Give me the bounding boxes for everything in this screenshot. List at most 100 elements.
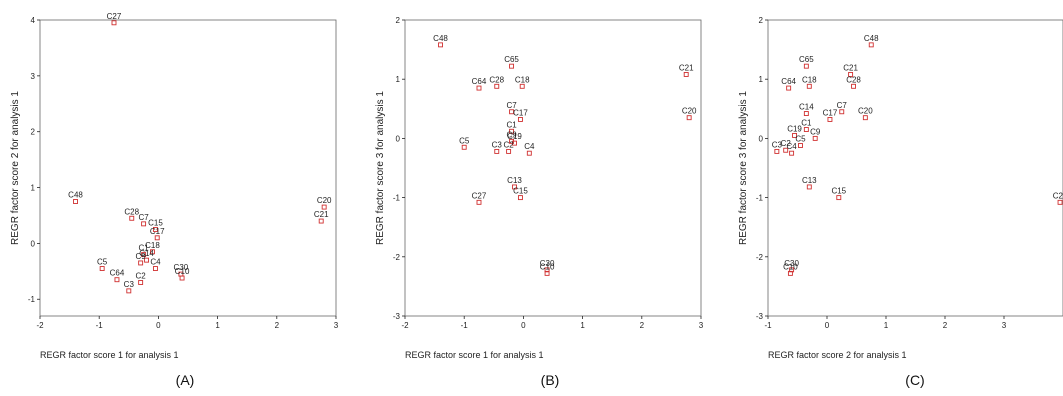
data-point-c28	[851, 83, 856, 89]
panel-caption: (B)	[541, 372, 560, 388]
y-tick-label: -1	[28, 295, 36, 304]
point-label-c5: C5	[97, 258, 108, 267]
y-tick-label: 2	[396, 16, 401, 25]
point-label-c5: C5	[459, 136, 470, 145]
point-label-c15: C15	[148, 218, 163, 227]
point-label-c28: C28	[846, 75, 861, 84]
x-tick-label: 1	[215, 321, 220, 330]
data-point-c48	[73, 199, 78, 204]
point-label-c10: C10	[175, 267, 190, 276]
data-point-c17	[827, 117, 833, 122]
x-tick-label: 2	[943, 321, 948, 330]
x-tick-label: 0	[825, 321, 830, 330]
data-point-c17	[154, 235, 160, 241]
data-point-c18	[150, 249, 155, 255]
y-tick-label: 0	[31, 239, 36, 248]
point-label-c64: C64	[781, 77, 796, 86]
y-tick-label: -3	[756, 312, 764, 321]
y-tick-label: 2	[759, 16, 764, 25]
point-label-c20: C20	[317, 196, 332, 205]
data-point-c10	[179, 275, 185, 281]
point-label-c9: C9	[810, 127, 821, 136]
point-label-c7: C7	[138, 213, 149, 222]
point-label-c17: C17	[150, 227, 165, 236]
x-axis-title: REGR factor score 1 for analysis 1	[405, 350, 544, 360]
point-label-c14: C14	[799, 103, 814, 112]
x-axis-title: REGR factor score 1 for analysis 1	[40, 350, 179, 360]
x-tick-label: -1	[461, 321, 469, 330]
point-label-c9: C9	[506, 130, 517, 139]
x-tick-label: -2	[401, 321, 409, 330]
y-tick-label: 4	[31, 16, 36, 25]
x-tick-label: -1	[764, 321, 772, 330]
point-label-c20: C20	[858, 107, 873, 116]
plot-frame	[767, 19, 1063, 317]
point-label-c5: C5	[795, 135, 806, 144]
x-tick-label: 0	[521, 321, 526, 330]
point-label-c65: C65	[799, 55, 814, 64]
data-point-c10	[544, 270, 550, 276]
point-label-c13: C13	[802, 176, 817, 185]
data-point-c27	[1057, 199, 1063, 205]
point-label-c28: C28	[489, 75, 504, 84]
y-tick-label: 1	[396, 75, 401, 84]
data-point-c7	[509, 109, 515, 115]
point-label-c13: C13	[507, 176, 522, 185]
point-label-c18: C18	[145, 241, 160, 250]
point-label-c30: C30	[540, 259, 555, 268]
point-label-c48: C48	[68, 191, 83, 200]
data-point-c2	[138, 280, 144, 285]
y-axis-title: REGR factor score 2 for analysis 1	[10, 91, 21, 245]
point-label-c18: C18	[802, 75, 817, 84]
data-point-c28	[494, 83, 500, 89]
data-point-c9	[138, 260, 144, 266]
data-point-c5	[461, 144, 467, 150]
point-label-c30: C30	[174, 263, 189, 272]
data-point-c1	[803, 127, 809, 132]
data-point-c20	[686, 115, 692, 121]
data-point-c7	[141, 221, 147, 227]
point-label-c30: C30	[784, 259, 799, 268]
data-point-c3	[494, 148, 500, 154]
data-point-c7	[839, 109, 845, 115]
x-axis-title: REGR factor score 2 for analysis 1	[768, 350, 907, 360]
point-label-c28: C28	[124, 207, 139, 216]
y-tick-label: 3	[31, 72, 36, 81]
data-point-c1	[141, 252, 147, 258]
y-tick-label: 1	[31, 184, 36, 193]
panel-caption: (A)	[176, 372, 195, 388]
data-point-c13	[806, 184, 812, 190]
point-label-c27: C27	[472, 191, 487, 200]
point-label-c18: C18	[515, 75, 530, 84]
data-point-c17	[517, 117, 523, 122]
x-tick-label: -2	[36, 321, 44, 330]
data-point-c19	[792, 132, 797, 138]
point-label-c27: C27	[107, 12, 122, 21]
data-point-c18	[806, 83, 812, 89]
point-label-c19: C19	[507, 132, 522, 141]
data-point-c21	[318, 218, 324, 224]
point-label-c17: C17	[823, 108, 838, 117]
x-tick-label: 0	[156, 321, 161, 330]
point-label-c1: C1	[138, 244, 149, 253]
point-label-c21: C21	[843, 63, 858, 72]
point-label-c7: C7	[506, 101, 517, 110]
point-label-c3: C3	[124, 280, 135, 289]
y-axis-title: REGR factor score 3 for analysis 1	[738, 91, 749, 245]
y-axis-title: REGR factor score 3 for analysis 1	[375, 91, 386, 245]
data-point-c19	[512, 140, 517, 146]
point-label-c2: C2	[136, 271, 147, 280]
point-label-c15: C15	[831, 187, 846, 196]
y-tick-label: 0	[396, 134, 401, 143]
point-label-c2: C2	[781, 139, 792, 148]
y-tick-label: -3	[393, 312, 401, 321]
y-tick-label: 1	[759, 75, 764, 84]
data-point-c15	[836, 195, 842, 201]
x-tick-label: 1	[580, 321, 585, 330]
point-label-c3: C3	[772, 140, 783, 149]
point-label-c48: C48	[433, 34, 448, 43]
data-point-c3	[774, 148, 780, 154]
data-point-c27	[111, 20, 117, 26]
y-tick-label: -2	[756, 253, 764, 262]
